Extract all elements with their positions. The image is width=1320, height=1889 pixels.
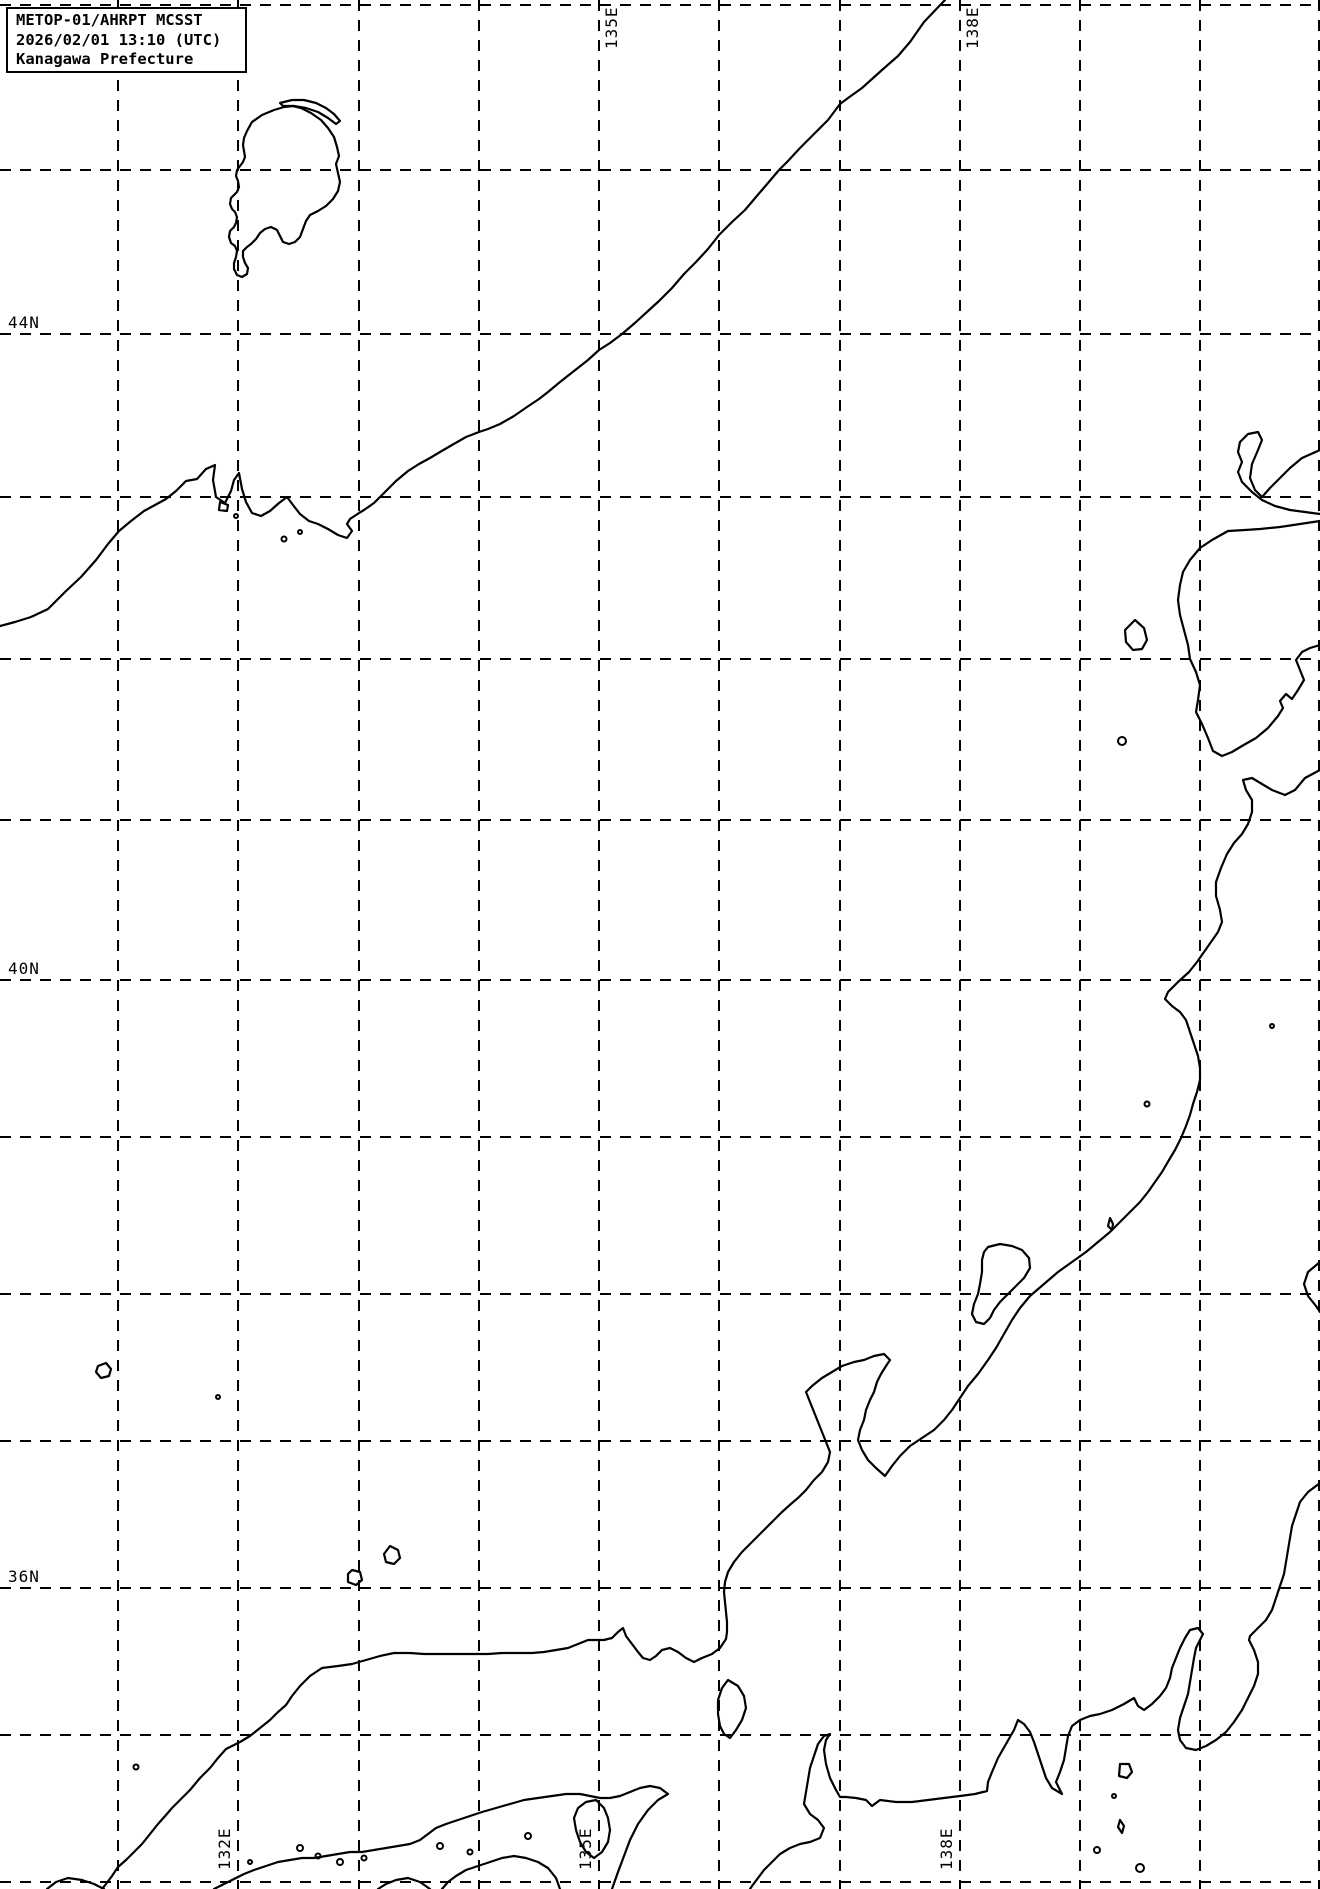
seto-north-coast: [212, 1784, 670, 1889]
shikoku-ne-coast: [440, 1854, 562, 1889]
shikoku-north-fragment: [376, 1876, 432, 1889]
seto-islet-1: [296, 1844, 304, 1852]
longitude-label-bottom-135E: 135E: [576, 1827, 595, 1870]
askold-islet: [280, 535, 288, 543]
tobishima-islet: [1143, 1100, 1151, 1108]
info-box-region: Kanagawa Prefecture: [16, 50, 194, 68]
hokkaido-oshima-coast: [1176, 519, 1320, 758]
oki-dozen-island: [346, 1568, 364, 1587]
okushiri-island: [1123, 618, 1149, 652]
seto-islet-5: [436, 1842, 444, 1850]
lake-khanka-spit: [278, 98, 342, 126]
ulleungdo-island: [94, 1361, 113, 1380]
longitude-label-top-138E: 138E: [963, 6, 982, 49]
russky-island: [217, 500, 230, 513]
info-box-datetime: 2026/02/01 13:10 (UTC): [16, 30, 222, 49]
kozu-islet: [1093, 1846, 1101, 1854]
niijima-island: [1116, 1818, 1126, 1835]
longitude-label-bottom-138E: 138E: [937, 1827, 956, 1870]
latitude-label-44N: 44N: [8, 313, 40, 332]
tohoku-pacific-fragment: [1302, 1260, 1320, 1314]
kyushu-fragment: [45, 1876, 106, 1889]
seto-islet-4: [360, 1854, 368, 1862]
seto-islet-2: [314, 1852, 322, 1860]
latitude-label-40N: 40N: [8, 959, 40, 978]
lake-khanka: [227, 104, 342, 279]
longitude-label-top-135E: 135E: [602, 6, 621, 49]
awashima-island: [1106, 1216, 1115, 1232]
putyatin-islet: [297, 529, 303, 535]
mishima-islet: [132, 1763, 140, 1771]
awaji-island: [572, 1798, 612, 1860]
latitude-label-36N: 36N: [8, 1567, 40, 1586]
honshu-west-coast: [100, 768, 1320, 1889]
izu-oshima-island: [1117, 1762, 1134, 1780]
hokkaido-shakotan-coast: [1236, 430, 1320, 516]
kanto-tokai-coast: [748, 1481, 1320, 1889]
seto-islet-7: [524, 1832, 532, 1840]
longitude-label-bottom-132E: 132E: [215, 1827, 234, 1870]
info-box-product: METOP-01/AHRPT MCSST: [16, 11, 203, 29]
sado-island: [970, 1242, 1032, 1326]
offshore-islet: [1269, 1023, 1275, 1029]
vladivostok-islet: [233, 513, 239, 519]
takeshima-islet: [215, 1394, 221, 1400]
seto-islet-8: [247, 1859, 253, 1865]
seto-islet-6: [466, 1848, 474, 1856]
info-box: METOP-01/AHRPT MCSST 2026/02/01 13:10 (U…: [6, 7, 247, 73]
oshima-oshima-islet: [1117, 736, 1127, 746]
seto-islet-3: [336, 1858, 344, 1866]
miyake-islet: [1135, 1863, 1145, 1873]
lake-biwa: [716, 1678, 748, 1740]
primorye-coast: [0, 0, 947, 628]
toshima-islet: [1111, 1793, 1117, 1799]
oki-dogo-island: [382, 1544, 402, 1566]
